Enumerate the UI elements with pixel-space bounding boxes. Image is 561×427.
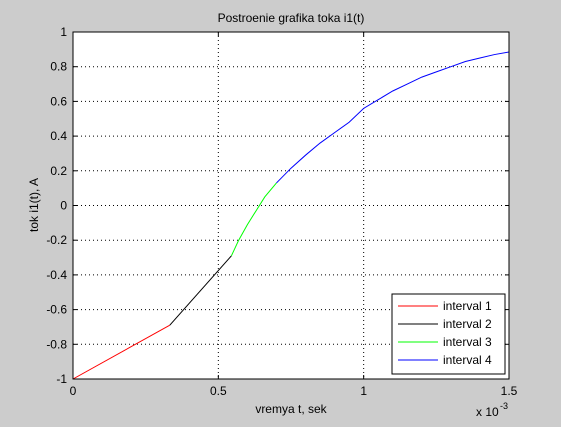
legend-label-4: interval 4	[443, 353, 492, 367]
series-line-1	[72, 324, 171, 380]
legend-label-2: interval 2	[443, 317, 492, 331]
chart-title: Postroenie grafika toka i1(t)	[218, 11, 365, 25]
series-line-4	[276, 51, 510, 184]
y-tick-label: -0.4	[46, 268, 67, 282]
x-axis-label: vremya t, sek	[255, 402, 327, 416]
y-tick-label: 0	[60, 199, 67, 213]
y-tick-label: 0.2	[50, 164, 67, 178]
y-tick-label: 0.4	[50, 129, 67, 143]
y-tick-label: -0.6	[46, 303, 67, 317]
x-tick-label: 1	[360, 384, 367, 398]
x-tick-label: 1.5	[501, 384, 518, 398]
grid-lines	[73, 32, 509, 379]
y-tick-label: 0.8	[50, 60, 67, 74]
series-line-3	[230, 182, 277, 257]
y-tick-label: -1	[56, 372, 67, 386]
series-line-2	[169, 255, 232, 326]
y-tick-label: -0.2	[46, 233, 67, 247]
x-axis-multiplier: x 10	[476, 405, 499, 419]
x-tick-label: 0.5	[210, 384, 227, 398]
y-tick-label: 1	[60, 25, 67, 39]
legend: interval 1 interval 2 interval 3 interval 4	[391, 293, 506, 375]
legend-label-3: interval 3	[443, 335, 492, 349]
y-axis-label: tok i1(t), A	[27, 178, 41, 232]
legend-box	[391, 293, 506, 375]
y-tick-label: 0.6	[50, 94, 67, 108]
legend-label-1: interval 1	[443, 299, 492, 313]
x-axis-exponent: -3	[500, 401, 508, 411]
y-tick-label: -0.8	[46, 337, 67, 351]
axis-ticks: 0 0.5 1 1.5 -1 -0.8 -0.6 -0.4 -0.2 0 0.2 0.4 0.6 0.8 1	[46, 25, 517, 398]
x-tick-label: 0	[70, 384, 77, 398]
data-series	[72, 51, 510, 380]
